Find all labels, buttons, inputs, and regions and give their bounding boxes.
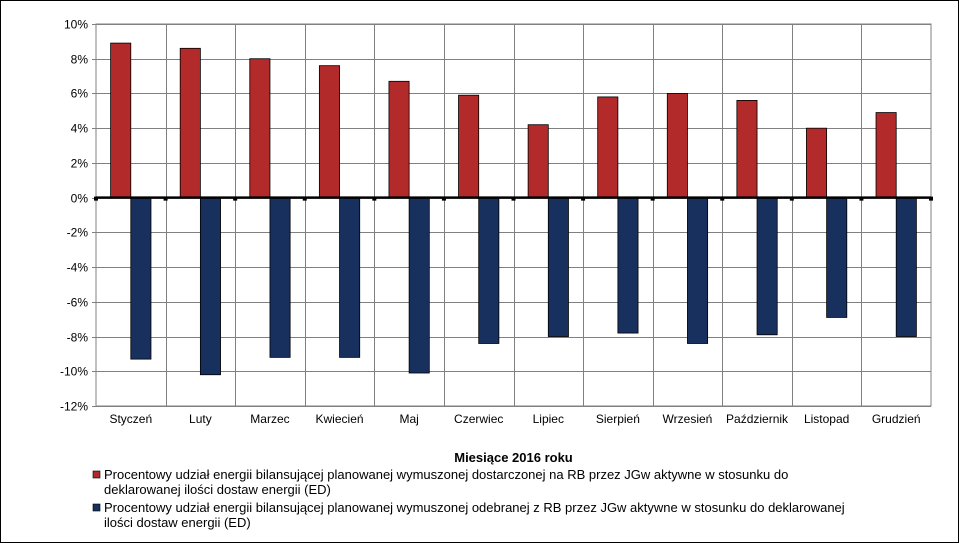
zero-axis-marker bbox=[94, 196, 98, 201]
bar-received bbox=[478, 197, 500, 344]
zero-axis-marker bbox=[441, 196, 446, 201]
bar-supplied bbox=[806, 127, 828, 199]
zero-axis-marker bbox=[859, 196, 864, 201]
bar-received bbox=[895, 197, 917, 337]
bar-received bbox=[826, 197, 848, 318]
y-tick-label: -2% bbox=[67, 226, 89, 240]
plot-area bbox=[95, 23, 932, 407]
y-tick-label: -8% bbox=[67, 331, 89, 345]
zero-axis-marker bbox=[650, 196, 655, 201]
zero-axis-marker bbox=[720, 196, 725, 201]
x-tick-label: Kwiecień bbox=[316, 412, 364, 426]
y-tick-label: 8% bbox=[71, 53, 89, 67]
legend-swatch-received bbox=[92, 503, 101, 512]
bar-supplied bbox=[527, 124, 549, 199]
zero-axis-marker bbox=[789, 196, 794, 201]
zero-axis-marker bbox=[302, 196, 307, 201]
legend-swatch-supplied bbox=[92, 470, 101, 479]
bar-received bbox=[269, 197, 291, 358]
y-tick-label: 2% bbox=[71, 157, 89, 171]
x-tick-label: Lipiec bbox=[533, 412, 564, 426]
bar-received bbox=[687, 197, 709, 344]
zero-axis-marker bbox=[929, 196, 933, 201]
y-tick-label: -10% bbox=[60, 365, 88, 379]
bar-supplied bbox=[388, 80, 410, 199]
zero-axis-marker bbox=[581, 196, 586, 201]
y-tick-label: -4% bbox=[67, 261, 89, 275]
bar-received bbox=[756, 197, 778, 336]
bar-supplied bbox=[458, 94, 480, 199]
zero-axis-marker bbox=[233, 196, 238, 201]
y-tick-label: 4% bbox=[71, 122, 89, 136]
bar-supplied bbox=[249, 58, 271, 199]
zero-axis-marker bbox=[372, 196, 377, 201]
zero-axis-marker bbox=[163, 196, 168, 201]
bar-received bbox=[617, 197, 639, 334]
x-tick-label: Wrzesień bbox=[663, 412, 713, 426]
bar-received bbox=[130, 197, 152, 360]
x-tick-label: Styczeń bbox=[109, 412, 152, 426]
legend-label: ilości dostaw energii (ED) bbox=[104, 515, 251, 530]
x-tick-label: Grudzień bbox=[872, 412, 921, 426]
bar-supplied bbox=[179, 47, 201, 199]
x-tick-label: Listopad bbox=[804, 412, 849, 426]
bar-supplied bbox=[875, 112, 897, 199]
bar-supplied bbox=[736, 100, 758, 199]
y-tick-label: -12% bbox=[60, 400, 88, 414]
legend-label: deklarowanej ilości dostaw energii (ED) bbox=[104, 482, 331, 497]
y-tick-label: 0% bbox=[71, 192, 89, 206]
bar-supplied bbox=[597, 96, 619, 199]
bar-received bbox=[339, 197, 361, 358]
zero-axis-marker bbox=[511, 196, 516, 201]
x-tick-label: Sierpień bbox=[596, 412, 640, 426]
bar-received bbox=[408, 197, 430, 374]
legend-label: Procentowy udział energii bilansującej p… bbox=[104, 500, 845, 515]
x-tick-label: Maj bbox=[399, 412, 418, 426]
bar-received bbox=[199, 197, 221, 376]
bar-supplied bbox=[666, 93, 688, 199]
legend-label: Procentowy udział energii bilansującej p… bbox=[104, 467, 788, 482]
bar-supplied bbox=[110, 42, 132, 199]
bar-received bbox=[547, 197, 569, 337]
y-tick-label: 6% bbox=[71, 87, 89, 101]
x-tick-label: Marzec bbox=[250, 412, 289, 426]
x-tick-label: Luty bbox=[189, 412, 212, 426]
y-tick-label: -6% bbox=[67, 296, 89, 310]
x-tick-label: Czerwiec bbox=[454, 412, 503, 426]
bar-supplied bbox=[318, 65, 340, 199]
x-axis-title: Miesiące 2016 roku bbox=[454, 450, 573, 465]
y-tick-label: 10% bbox=[64, 18, 88, 32]
x-tick-label: Październik bbox=[726, 412, 789, 426]
